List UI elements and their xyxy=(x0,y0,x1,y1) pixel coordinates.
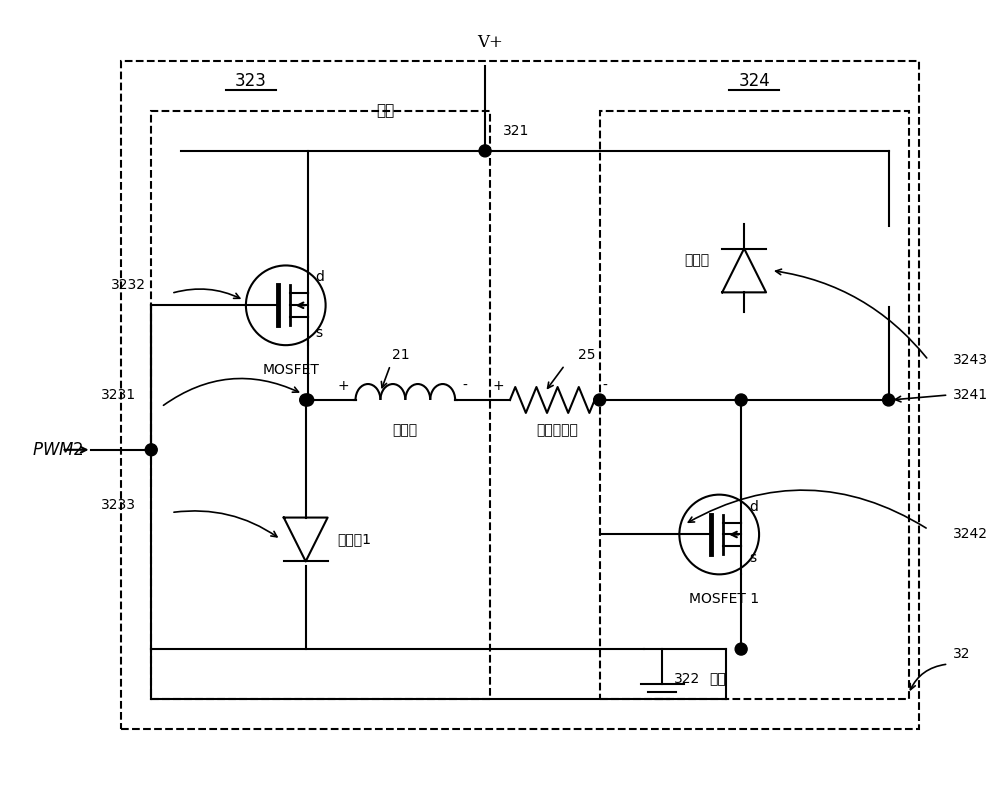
Text: 二极管1: 二极管1 xyxy=(338,532,372,546)
Text: V+: V+ xyxy=(477,35,503,51)
Text: MOSFET: MOSFET xyxy=(262,363,319,377)
Text: +: + xyxy=(492,379,504,393)
Circle shape xyxy=(300,394,312,406)
Text: 321: 321 xyxy=(503,124,529,138)
Text: 接地: 接地 xyxy=(709,672,726,686)
Circle shape xyxy=(735,643,747,655)
Text: 二极管: 二极管 xyxy=(684,254,709,268)
Text: 32: 32 xyxy=(953,647,971,661)
Circle shape xyxy=(594,394,606,406)
Text: 21: 21 xyxy=(392,348,409,362)
Text: -: - xyxy=(602,379,607,393)
Text: 3231: 3231 xyxy=(101,388,136,402)
Circle shape xyxy=(883,394,895,406)
Text: s: s xyxy=(316,327,323,340)
Text: s: s xyxy=(749,551,756,565)
Text: 3243: 3243 xyxy=(953,353,988,367)
Text: d: d xyxy=(316,270,325,284)
Text: 322: 322 xyxy=(674,672,701,686)
Text: MOSFET 1: MOSFET 1 xyxy=(689,593,759,606)
Text: 3242: 3242 xyxy=(953,528,988,542)
Text: 25: 25 xyxy=(578,348,596,362)
Text: 3241: 3241 xyxy=(953,388,989,402)
Text: 324: 324 xyxy=(738,72,770,90)
Text: 3232: 3232 xyxy=(111,279,146,292)
Circle shape xyxy=(302,394,314,406)
Circle shape xyxy=(145,444,157,456)
Text: $\it{PWM2}$: $\it{PWM2}$ xyxy=(32,441,83,458)
Circle shape xyxy=(479,145,491,157)
Text: 3233: 3233 xyxy=(101,498,136,512)
Text: 电源: 电源 xyxy=(376,104,395,119)
Text: +: + xyxy=(338,379,349,393)
Circle shape xyxy=(735,394,747,406)
Text: d: d xyxy=(749,499,758,513)
Text: -: - xyxy=(463,379,468,393)
Text: 电磁阀: 电磁阀 xyxy=(393,423,418,437)
Text: 323: 323 xyxy=(235,72,267,90)
Text: 电流传感器: 电流传感器 xyxy=(536,423,578,437)
